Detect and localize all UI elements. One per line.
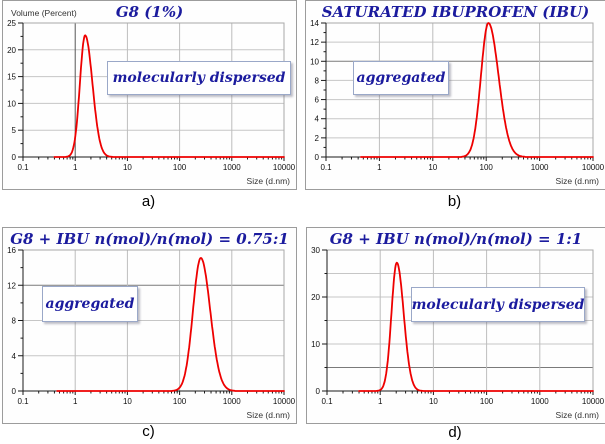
- x-tick-label: 10: [123, 397, 132, 406]
- chart-title-b: SATURATED IBUPROFEN (IBU): [321, 3, 590, 21]
- x-tick-label: 1000: [223, 163, 241, 172]
- y-tick-label: 4: [12, 352, 17, 361]
- plot-area-d: 0 10 20 30 0.1 1 10 100 1000 10000: [311, 246, 605, 406]
- distribution-curve: [56, 257, 285, 392]
- x-axis-title-c: Size (d.nm): [246, 410, 290, 420]
- y-tick-label: 0: [12, 153, 17, 162]
- x-tick-label: 0.1: [17, 397, 29, 406]
- chart-panel-d: G8 + IBU n(mol)/n(mol) = 1:1 0 10 20 30 0.1 1…: [306, 227, 605, 424]
- x-axis-title-d: Size (d.nm): [555, 410, 599, 420]
- y-tick-label: 12: [7, 281, 16, 290]
- y-tick-label: 0: [316, 387, 321, 396]
- y-tick-label: 2: [315, 134, 320, 143]
- caption-a: a): [141, 193, 156, 210]
- y-tick-label: 20: [311, 293, 320, 302]
- x-tick-label: 1: [73, 163, 78, 172]
- x-tick-label: 10000: [582, 397, 605, 406]
- chart-title-c: G8 + IBU n(mol)/n(mol) = 0.75:1: [10, 230, 289, 248]
- y-tick-label: 5: [12, 126, 17, 135]
- distribution-curve: [358, 261, 594, 392]
- x-tick-label: 10000: [273, 163, 296, 172]
- chart-title-a: G8 (1%): [115, 3, 184, 21]
- distribution-curve: [53, 34, 285, 158]
- y-axis-title: Volume (Percent): [11, 8, 77, 18]
- annotation-box-c: aggregated: [42, 286, 138, 322]
- y-tick-label: 10: [7, 99, 16, 108]
- x-tick-label: 100: [173, 163, 187, 172]
- caption-b: b): [447, 193, 462, 210]
- annotation-box-a: molecularly dispersed: [107, 61, 291, 95]
- chart-panel-b: SATURATED IBUPROFEN (IBU) 0 2 4 6 8 10 12 14 0.1…: [305, 0, 605, 190]
- chart-panel-c: G8 + IBU n(mol)/n(mol) = 0.75:1 0 4 8 12 16 0…: [2, 227, 297, 424]
- x-tick-label: 10000: [273, 397, 296, 406]
- y-tick-label: 16: [7, 246, 16, 255]
- y-tick-label: 20: [7, 46, 16, 55]
- x-tick-label: 100: [480, 397, 494, 406]
- x-axis-title-b: Size (d.nm): [555, 176, 599, 186]
- x-tick-label: 0.1: [321, 397, 333, 406]
- y-tick-label: 6: [315, 96, 320, 105]
- x-tick-label: 1000: [223, 397, 241, 406]
- x-tick-label: 10: [123, 163, 132, 172]
- x-tick-label: 1000: [531, 397, 549, 406]
- x-tick-label: 100: [480, 163, 494, 172]
- x-tick-label: 0.1: [17, 163, 29, 172]
- x-tick-label: 1: [378, 397, 383, 406]
- plot-area-b: 0 2 4 6 8 10 12 14 0.1 1 10 100 1000 10000: [310, 19, 605, 172]
- y-tick-label: 8: [12, 317, 17, 326]
- y-tick-label: 10: [311, 340, 320, 349]
- y-tick-label: 30: [311, 246, 320, 255]
- x-tick-label: 1: [377, 163, 382, 172]
- chart-panel-a: Volume (Percent) G8 (1%) 0 5 10 15 20 25 0.1 1 1…: [2, 0, 297, 190]
- x-tick-label: 100: [173, 397, 187, 406]
- x-tick-label: 10: [428, 163, 437, 172]
- y-tick-label: 10: [310, 57, 319, 66]
- x-tick-label: 0.1: [320, 163, 332, 172]
- x-tick-label: 10000: [582, 163, 605, 172]
- y-tick-label: 14: [310, 19, 319, 28]
- y-tick-label: 4: [315, 115, 320, 124]
- plot-area-c: 0 4 8 12 16 0.1 1 10 100 1000 10000: [7, 246, 296, 406]
- caption-c: c): [142, 423, 155, 440]
- x-axis-title-a: Size (d.nm): [246, 176, 290, 186]
- caption-d: d): [448, 424, 462, 441]
- x-tick-label: 1: [73, 397, 78, 406]
- x-tick-label: 1000: [531, 163, 549, 172]
- x-tick-label: 10: [429, 397, 438, 406]
- y-tick-label: 0: [315, 153, 320, 162]
- y-tick-label: 25: [7, 19, 16, 28]
- annotation-box-b: aggregated: [353, 61, 449, 95]
- chart-title-d: G8 + IBU n(mol)/n(mol) = 1:1: [329, 230, 583, 248]
- plot-area-a: 0 5 10 15 20 25 0.1 1 10 100 1000 10000: [7, 19, 296, 172]
- distribution-curve: [360, 22, 594, 158]
- y-tick-label: 0: [12, 387, 17, 396]
- annotation-box-d: molecularly dispersed: [411, 287, 585, 322]
- y-tick-label: 8: [315, 76, 320, 85]
- y-tick-label: 15: [7, 73, 16, 82]
- y-tick-label: 12: [310, 38, 319, 47]
